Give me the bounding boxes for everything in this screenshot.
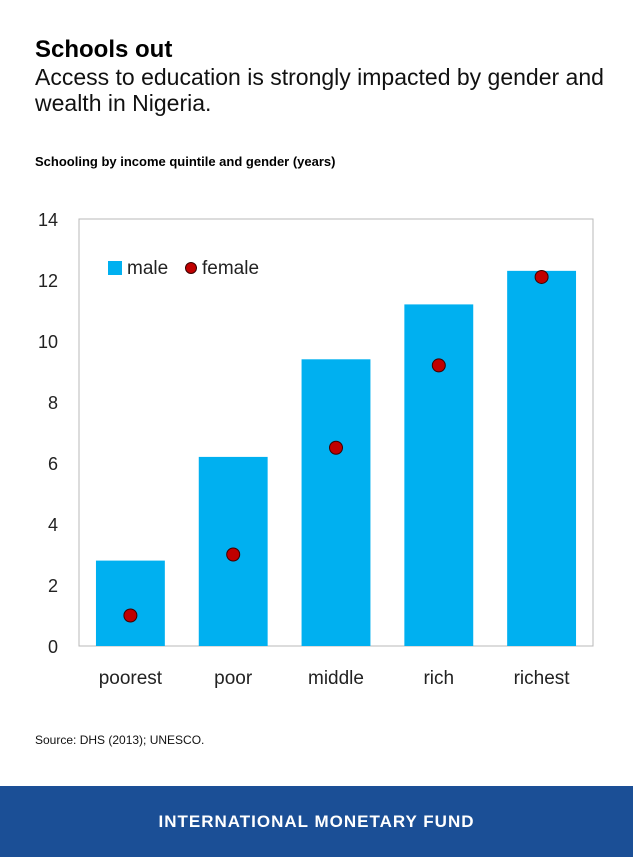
legend-swatch-male — [108, 261, 122, 275]
chart-title: Schooling by income quintile and gender … — [35, 154, 336, 169]
y-tick-label: 2 — [48, 576, 58, 596]
legend-marker-female — [185, 262, 197, 274]
bar-male — [404, 304, 474, 646]
y-tick-label: 12 — [38, 271, 58, 291]
source-note: Source: DHS (2013); UNESCO. — [35, 733, 205, 747]
bar-male — [507, 270, 577, 646]
y-tick-label: 0 — [48, 637, 58, 657]
y-tick-label: 6 — [48, 454, 58, 474]
page-title: Schools out — [35, 36, 173, 63]
y-tick-label: 10 — [38, 332, 58, 352]
x-tick-label: middle — [308, 668, 364, 689]
bar-male — [301, 359, 371, 646]
bar-chart: 0 2 4 6 8 10 12 14 poorest poor middle rich richest m… — [38, 210, 594, 689]
legend-label-female: female — [202, 258, 259, 279]
y-tick-label: 8 — [48, 393, 58, 413]
x-tick-label: richest — [514, 668, 571, 689]
bar-male — [95, 560, 165, 646]
x-tick-label: rich — [423, 668, 454, 689]
point-female — [123, 608, 138, 623]
y-tick-label: 4 — [48, 515, 58, 535]
point-female — [329, 440, 343, 455]
x-tick-label: poor — [214, 668, 253, 689]
legend-label-male: male — [127, 258, 168, 279]
point-female — [534, 269, 549, 284]
page-subtitle: Access to education is strongly impacted… — [35, 64, 604, 116]
footer-banner: INTERNATIONAL MONETARY FUND — [0, 786, 633, 857]
footer-label: INTERNATIONAL MONETARY FUND — [158, 811, 475, 831]
y-tick-label: 14 — [38, 210, 58, 230]
point-female — [226, 547, 241, 562]
point-female — [431, 358, 446, 373]
x-tick-label: poorest — [99, 668, 163, 689]
